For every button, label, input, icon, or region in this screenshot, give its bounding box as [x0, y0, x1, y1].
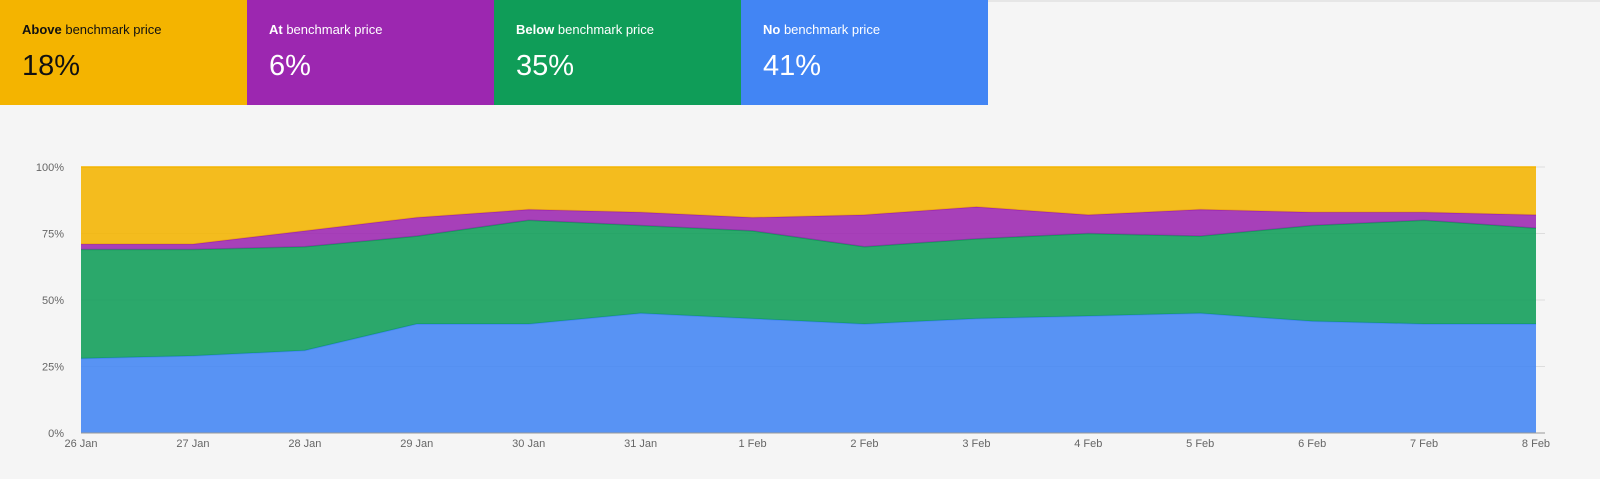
y-tick-label-50: 50%	[42, 295, 64, 307]
no-benchmark-value: 41%	[763, 50, 822, 82]
at-benchmark-card[interactable]: At benchmark price 6%	[247, 0, 494, 105]
x-tick-label: 8 Feb	[1522, 438, 1550, 450]
stacked-area-chart: 0% 25% 50% 75% 100% 26 Jan 27 Jan 28 Jan 29 Jan 3…	[36, 162, 1550, 450]
top-divider	[988, 0, 1600, 2]
below-benchmark-label: Below benchmark price	[516, 22, 741, 37]
at-benchmark-value: 6%	[269, 50, 311, 82]
above-label-rest: benchmark price	[61, 22, 162, 37]
area-below	[81, 220, 1536, 359]
benchmark-summary-cards: Above benchmark price 18% At benchmark p…	[0, 0, 988, 105]
x-tick-label: 3 Feb	[962, 438, 990, 450]
y-tick-label-75: 75%	[42, 229, 64, 241]
x-tick-label: 1 Feb	[738, 438, 766, 450]
area-above	[81, 167, 1536, 245]
at-label-rest: benchmark price	[282, 22, 383, 37]
x-tick-label: 27 Jan	[176, 438, 209, 450]
y-tick-label-100: 100%	[36, 162, 64, 174]
x-tick-label: 26 Jan	[64, 438, 97, 450]
x-tick-label: 28 Jan	[288, 438, 321, 450]
x-tick-label: 2 Feb	[850, 438, 878, 450]
below-benchmark-card[interactable]: Below benchmark price 35%	[494, 0, 741, 105]
below-label-rest: benchmark price	[554, 22, 655, 37]
no-label-rest: benchmark price	[780, 22, 881, 37]
area-no	[81, 313, 1536, 433]
no-benchmark-card[interactable]: No benchmark price 41%	[741, 0, 988, 105]
x-tick-label: 6 Feb	[1298, 438, 1326, 450]
x-tick-label: 31 Jan	[624, 438, 657, 450]
y-tick-label-0: 0%	[48, 428, 64, 440]
area-at	[81, 206, 1536, 250]
above-label-bold: Above	[22, 22, 62, 37]
above-benchmark-value: 18%	[22, 50, 81, 82]
below-label-bold: Below	[516, 22, 555, 37]
no-benchmark-label: No benchmark price	[763, 22, 988, 37]
at-benchmark-label: At benchmark price	[269, 22, 494, 37]
x-tick-label: 7 Feb	[1410, 438, 1438, 450]
at-label-bold: At	[269, 22, 283, 37]
x-tick-label: 4 Feb	[1074, 438, 1102, 450]
x-tick-label: 29 Jan	[400, 438, 433, 450]
above-benchmark-card[interactable]: Above benchmark price 18%	[0, 0, 247, 105]
x-tick-label: 5 Feb	[1186, 438, 1214, 450]
below-benchmark-value: 35%	[516, 50, 575, 82]
no-label-bold: No	[763, 22, 781, 37]
y-tick-label-25: 25%	[42, 362, 64, 374]
x-tick-label: 30 Jan	[512, 438, 545, 450]
above-benchmark-label: Above benchmark price	[22, 22, 247, 37]
